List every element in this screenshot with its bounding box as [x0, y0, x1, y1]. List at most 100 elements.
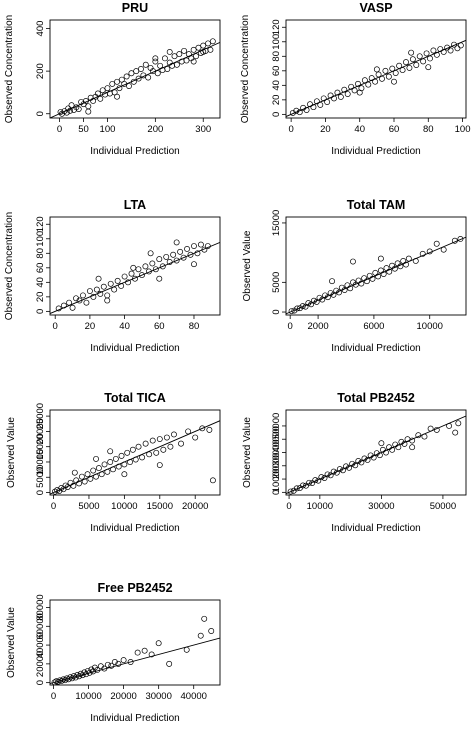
x-tick-label: 0 [51, 501, 56, 512]
y-tick-label: 15000 [271, 210, 282, 236]
x-tick-label: 30000 [368, 501, 394, 512]
data-point [128, 270, 135, 277]
x-tick-label: 50000 [430, 501, 456, 512]
data-point [130, 264, 137, 271]
data-point [100, 283, 107, 290]
plot-frame [49, 216, 221, 316]
y-tick-label: 120 [35, 216, 46, 232]
data-point [148, 651, 155, 658]
data-layer [286, 39, 466, 117]
data-point [118, 452, 125, 459]
data-point [423, 50, 430, 57]
data-point [133, 68, 140, 75]
data-point [385, 73, 392, 80]
data-point [152, 58, 159, 65]
data-point [85, 103, 92, 110]
data-point [76, 480, 82, 487]
data-point [363, 278, 370, 285]
data-layer [50, 38, 220, 118]
y-tick-label: 20000 [35, 418, 46, 444]
y-tick-label: 40 [35, 277, 46, 288]
data-point [124, 449, 131, 456]
x-tick-label: 15000 [147, 501, 173, 512]
data-point [83, 299, 90, 306]
y-tick-label: 0 [35, 111, 46, 116]
data-point [156, 275, 163, 282]
data-point [207, 46, 214, 53]
data-point [94, 90, 101, 97]
data-point [376, 452, 383, 459]
data-point [112, 455, 119, 462]
data-point [147, 250, 154, 257]
data-point [209, 477, 216, 484]
data-point [107, 280, 114, 287]
data-point [149, 260, 156, 267]
data-point [142, 61, 149, 68]
data-point [195, 44, 202, 51]
data-point [377, 255, 384, 262]
data-point [180, 254, 187, 261]
data-point [184, 245, 190, 252]
data-point [129, 446, 136, 453]
data-point [430, 47, 437, 54]
y-tick-label: 40000 [271, 426, 282, 452]
data-point [160, 446, 167, 453]
data-point [192, 434, 199, 441]
data-point [373, 66, 380, 73]
data-point [128, 70, 135, 77]
data-point [457, 236, 464, 242]
x-tick-label: 60 [154, 321, 165, 332]
y-axis-label: Observed Value [242, 230, 253, 301]
y-tick-label: 50000 [271, 413, 282, 439]
data-layer [50, 420, 220, 495]
data-point [93, 455, 99, 462]
data-point [173, 257, 180, 264]
data-point [352, 281, 359, 288]
y-tick-label: 60 [271, 66, 282, 77]
identity-line [50, 41, 220, 118]
data-point [167, 443, 174, 450]
x-tick-label: 2000 [308, 321, 329, 332]
data-point [200, 42, 207, 49]
x-tick-label: 0 [288, 321, 293, 332]
identity-line [50, 637, 220, 685]
data-point [121, 471, 128, 478]
y-tick-label: 0 [35, 680, 46, 685]
data-point [80, 292, 86, 299]
data-point [294, 305, 301, 312]
data-point [406, 64, 413, 71]
x-axis-label: Individual Prediction [331, 146, 421, 157]
plot-frame [49, 19, 221, 119]
y-tick-label: 120 [271, 19, 282, 35]
data-point [163, 434, 170, 441]
x-tick-label: 100 [455, 124, 471, 135]
data-point [127, 659, 134, 665]
data-point [425, 64, 432, 71]
data-point [95, 465, 102, 472]
data-point [433, 240, 440, 247]
y-tick-label: 5000 [35, 467, 46, 488]
data-point [123, 73, 130, 80]
data-point [386, 268, 393, 275]
data-point [197, 241, 204, 248]
data-point [69, 304, 76, 311]
data-point [145, 74, 152, 81]
data-point [70, 482, 77, 489]
y-tick-label: 80 [271, 51, 282, 62]
y-axis-label: Observed Value [6, 417, 17, 488]
data-point [104, 297, 111, 304]
data-point [350, 258, 356, 265]
y-tick-label: 10000 [35, 449, 46, 475]
x-tick-label: 20000 [182, 501, 208, 512]
data-point [114, 93, 120, 100]
data-point [97, 95, 104, 102]
data-point [409, 56, 416, 63]
chart-title: Total TICA [104, 391, 166, 405]
data-point [358, 280, 365, 287]
data-point [403, 59, 409, 66]
data-point [209, 38, 216, 45]
data-point [149, 437, 156, 444]
chart-title: PRU [122, 1, 148, 15]
